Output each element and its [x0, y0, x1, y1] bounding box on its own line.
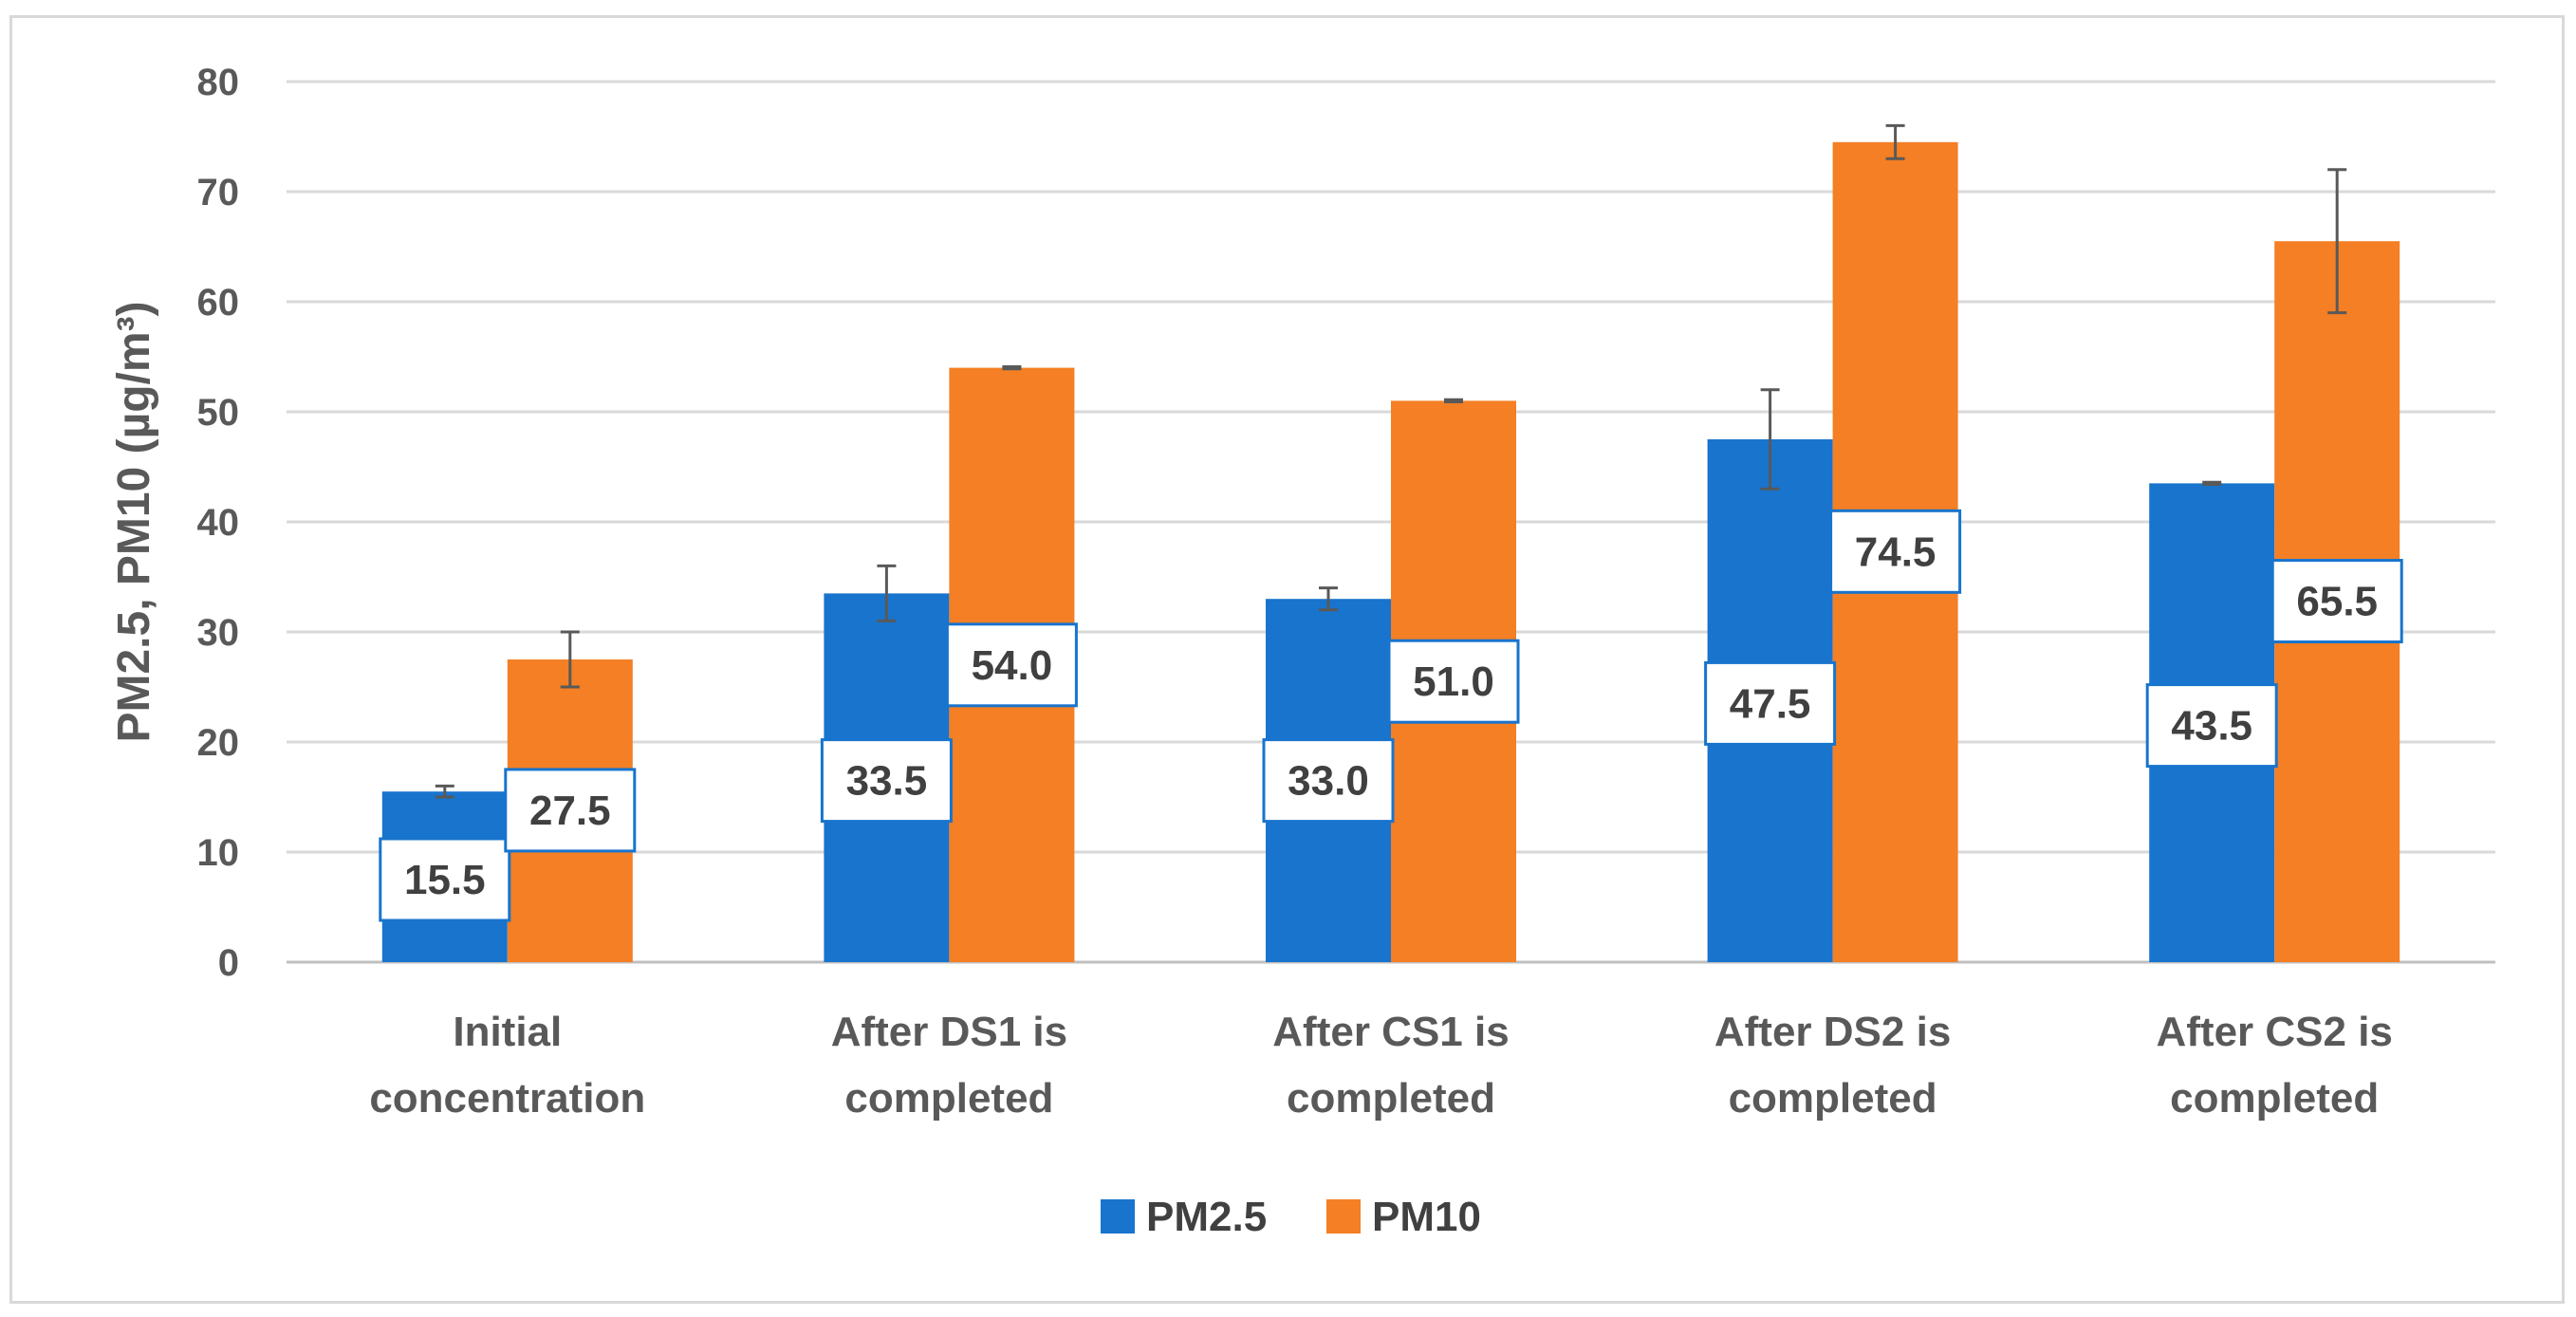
data-label: 33.0	[1288, 758, 1369, 805]
data-labels: 15.5 33.5 33.0 47.5 43.5 27.5 54.0 51.0 74.5 65.5	[379, 509, 2403, 922]
data-label: 74.5	[1855, 529, 1937, 575]
data-label: 33.5	[846, 758, 928, 805]
data-label: 65.5	[2296, 579, 2378, 625]
data-label: 43.5	[2171, 703, 2252, 750]
error-bars	[435, 123, 2347, 799]
legend-swatch-pm10	[1326, 1199, 1361, 1234]
data-label-box	[945, 622, 1078, 708]
category-label: After CS2 is	[2156, 1009, 2392, 1055]
y-tick-label: 40	[197, 502, 240, 544]
y-tick-label: 50	[197, 392, 240, 434]
y-tick-label: 0	[218, 942, 239, 984]
data-label-box	[2270, 559, 2403, 644]
data-label-box	[1387, 639, 1520, 724]
category-label: completed	[1729, 1075, 1937, 1122]
data-label: 54.0	[972, 642, 1053, 689]
category-label: completed	[1287, 1075, 1495, 1122]
data-label-box	[504, 768, 637, 853]
data-label-box	[379, 837, 511, 922]
data-label: 47.5	[1730, 680, 1811, 727]
category-label: After DS2 is	[1714, 1009, 1951, 1055]
y-tick-label: 20	[197, 722, 240, 764]
y-axis-ticks: 0 10 20 30 40 50 60 70 80	[197, 62, 240, 984]
legend: PM2.5 PM10	[1101, 1194, 1481, 1240]
y-tick-label: 30	[197, 612, 240, 654]
data-label-box	[2145, 683, 2278, 769]
y-tick-label: 60	[197, 282, 240, 324]
category-label: completed	[2170, 1075, 2379, 1122]
category-label: After DS1 is	[831, 1009, 1067, 1055]
x-axis-categories: Initial concentration After DS1 is complete…	[369, 1009, 2393, 1122]
data-label: 15.5	[404, 857, 486, 903]
y-tick-label: 70	[197, 172, 240, 213]
category-label: Initial	[453, 1009, 562, 1055]
y-axis-label: PM2.5, PM10 (µg/m³)	[109, 301, 159, 742]
y-tick-label: 10	[197, 832, 240, 874]
data-label: 27.5	[529, 788, 611, 834]
legend-swatch-pm25	[1101, 1199, 1135, 1234]
legend-label: PM2.5	[1146, 1194, 1267, 1240]
category-label: concentration	[369, 1075, 645, 1122]
category-label: completed	[844, 1075, 1053, 1122]
data-label-box	[1829, 509, 1962, 594]
data-label-box	[820, 738, 953, 824]
bars	[381, 141, 2400, 963]
legend-label: PM10	[1372, 1194, 1481, 1240]
data-label-box	[1262, 738, 1395, 824]
data-label: 51.0	[1413, 658, 1494, 705]
category-label: After CS1 is	[1272, 1009, 1509, 1055]
y-tick-label: 80	[197, 62, 240, 103]
data-label-box	[1704, 660, 1837, 746]
